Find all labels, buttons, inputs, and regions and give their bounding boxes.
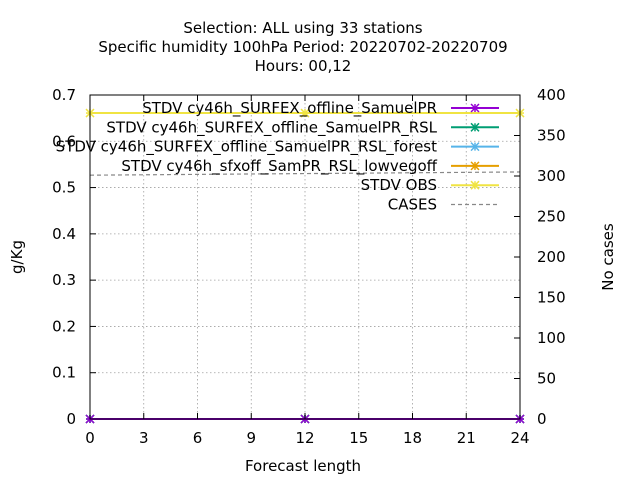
y2-tick-label: 300 <box>537 167 566 185</box>
legend-label: STDV cy46h_sfxoff_SamPR_RSL_lowvegoff <box>121 157 437 176</box>
x-tick-label: 24 <box>510 429 529 447</box>
y-tick-label: 0.1 <box>52 364 76 382</box>
x-tick-label: 21 <box>457 429 476 447</box>
x-axis-label: Forecast length <box>245 457 361 475</box>
y-axis-label: g/Kg <box>8 240 26 274</box>
x-tick-label: 3 <box>139 429 149 447</box>
y-tick-label: 0.6 <box>52 132 76 150</box>
y2-tick-label: 150 <box>537 289 566 307</box>
y-tick-label: 0 <box>66 410 76 428</box>
y-tick-label: 0.5 <box>52 179 76 197</box>
y-tick-label: 0.7 <box>52 86 76 104</box>
legend-label: STDV OBS <box>361 176 437 194</box>
y2-axis-label: No cases <box>599 223 617 291</box>
y2-tick-label: 350 <box>537 127 566 145</box>
legend-label: STDV cy46h_SURFEX_offline_SamuelPR <box>142 99 437 118</box>
y2-tick-label: 100 <box>537 329 566 347</box>
axes: 0 3 6 9 12 15 18 21 24 0 0.1 0.2 0.3 0.4 0.5 0.6 0.7 0 50 1… <box>52 86 566 447</box>
y2-tick-label: 50 <box>537 370 556 388</box>
x-tick-label: 18 <box>403 429 422 447</box>
y2-tick-label: 0 <box>537 410 547 428</box>
x-tick-label: 15 <box>349 429 368 447</box>
legend-marker <box>470 103 480 113</box>
y2-tick-label: 400 <box>537 86 566 104</box>
y2-tick-label: 200 <box>537 248 566 266</box>
x-tick-label: 9 <box>246 429 256 447</box>
legend-label: STDV cy46h_SURFEX_offline_SamuelPR_RSL_f… <box>56 138 437 157</box>
title-line: Selection: ALL using 33 stations <box>183 19 422 37</box>
x-tick-label: 6 <box>193 429 203 447</box>
legend-marker <box>470 122 480 132</box>
legend-marker <box>470 180 480 190</box>
legend-marker <box>470 142 480 152</box>
x-tick-label: 0 <box>85 429 95 447</box>
y-tick-label: 0.3 <box>52 271 76 289</box>
chart-title: Selection: ALL using 33 stationsSpecific… <box>98 19 507 75</box>
y2-tick-label: 250 <box>537 208 566 226</box>
data-point <box>300 108 310 118</box>
legend-marker <box>470 161 480 171</box>
series-line <box>89 171 521 176</box>
legend-label: STDV cy46h_SURFEX_offline_SamuelPR_RSL <box>106 118 437 137</box>
title-line: Specific humidity 100hPa Period: 2022070… <box>98 38 507 56</box>
title-line: Hours: 00,12 <box>255 57 352 75</box>
x-tick-label: 12 <box>295 429 314 447</box>
y-tick-label: 0.4 <box>52 225 76 243</box>
legend-label: CASES <box>388 196 437 214</box>
y-tick-label: 0.2 <box>52 317 76 335</box>
